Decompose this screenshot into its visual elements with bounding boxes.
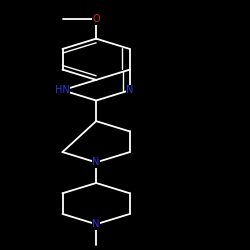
Text: N: N [92, 157, 100, 167]
Text: N: N [92, 219, 100, 229]
Text: O: O [92, 14, 100, 24]
Text: N: N [126, 85, 134, 95]
Text: HN: HN [55, 85, 70, 95]
